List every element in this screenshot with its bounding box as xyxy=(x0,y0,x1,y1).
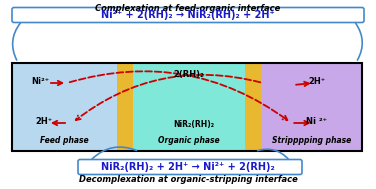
Text: Stripppping phase: Stripppping phase xyxy=(272,136,351,145)
Text: Feed phase: Feed phase xyxy=(40,136,89,145)
Text: Organic phase: Organic phase xyxy=(158,136,220,145)
Bar xyxy=(245,63,261,151)
Text: NiR₂(RH)₂ + 2H⁺ → Ni²⁺ + 2(RH)₂: NiR₂(RH)₂ + 2H⁺ → Ni²⁺ + 2(RH)₂ xyxy=(101,162,275,172)
Text: 2H⁺: 2H⁺ xyxy=(308,77,325,85)
Text: Ni ²⁺: Ni ²⁺ xyxy=(306,116,327,125)
Bar xyxy=(12,63,117,151)
Text: 2H⁺: 2H⁺ xyxy=(35,116,53,125)
Text: Ni²⁺ + 2(RH)₂ → NiR₂(RH)₂ + 2H⁺: Ni²⁺ + 2(RH)₂ → NiR₂(RH)₂ + 2H⁺ xyxy=(101,10,275,20)
Text: 2(RH)₂: 2(RH)₂ xyxy=(174,70,205,80)
Text: Complexation at feed-organic interface: Complexation at feed-organic interface xyxy=(96,4,280,13)
Text: NiR₂(RH)₂: NiR₂(RH)₂ xyxy=(173,121,215,129)
Bar xyxy=(261,63,362,151)
FancyBboxPatch shape xyxy=(78,160,302,174)
Bar xyxy=(12,63,362,151)
Text: Ni²⁺: Ni²⁺ xyxy=(31,77,49,85)
Text: Decomplexation at organic-stripping interface: Decomplexation at organic-stripping inte… xyxy=(79,175,297,184)
Bar xyxy=(133,63,245,151)
Bar xyxy=(117,63,133,151)
FancyBboxPatch shape xyxy=(12,8,364,22)
